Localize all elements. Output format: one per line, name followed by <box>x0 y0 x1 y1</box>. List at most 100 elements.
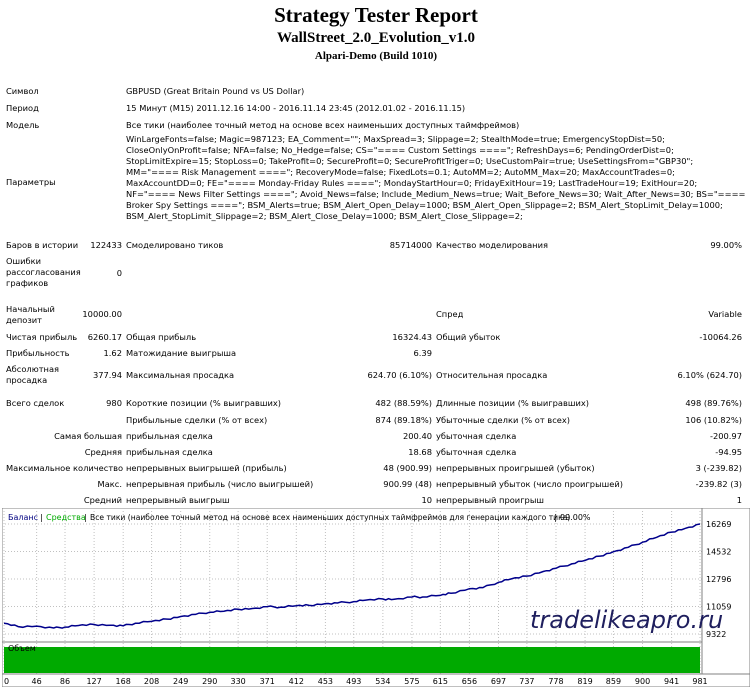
x-tick-label: 737 <box>519 677 534 686</box>
x-tick-label: 86 <box>60 677 70 686</box>
profit-trades-value: 874 (89.18%) <box>375 415 432 425</box>
params-value: WinLargeFonts=false; Magic=987123; EA_Co… <box>126 134 746 221</box>
average-loss-value: -94.95 <box>715 447 742 457</box>
legend-quality: 99.00% <box>560 513 591 522</box>
rel-drawdown-value: 6.10% (624.70) <box>677 370 743 380</box>
short-positions-value: 482 (88.59%) <box>375 398 432 408</box>
avg-cons-wins-label: непрерывный выигрыш <box>126 495 230 505</box>
max-cons-wins-value: 48 (900.99) <box>383 463 432 473</box>
y-tick-label: 16269 <box>706 520 731 529</box>
expected-payoff-label: Матожидание выигрыша <box>126 348 237 358</box>
largest-loss-value: -200.97 <box>709 431 742 441</box>
watermark: tradelikeapro.ru <box>530 606 723 634</box>
x-tick-label: 900 <box>635 677 650 686</box>
x-tick-label: 697 <box>491 677 506 686</box>
deposit-label: Начальный депозит <box>6 304 55 325</box>
x-tick-label: 371 <box>260 677 275 686</box>
balance-chart-svg: 16269 14532 12796 11059 9322 0 46 86 127 168 208 2… <box>1 507 751 687</box>
errors-label: Ошибки рассогласования графиков <box>6 256 81 288</box>
params-label: Параметры <box>6 177 56 187</box>
max-cons-loss-label: непрерывный убыток (число проигрышей) <box>436 479 623 489</box>
legend-equity: Средства <box>46 513 86 522</box>
y-tick-label: 14532 <box>706 548 731 557</box>
avg-cons-losses-value: 1 <box>736 495 742 505</box>
loss-trades-value: 106 (10.82%) <box>685 415 742 425</box>
max-cons-losses-value: 3 (-239.82) <box>695 463 742 473</box>
x-tick-label: 941 <box>664 677 679 686</box>
average-loss-label: убыточная сделка <box>436 447 517 457</box>
x-tick-label: 127 <box>86 677 101 686</box>
total-trades-value: 980 <box>106 398 122 408</box>
report-title: Strategy Tester Report <box>274 3 478 27</box>
rel-drawdown-label: Относительная просадка <box>436 370 548 380</box>
loss-trades-label: Убыточные сделки (% от всех) <box>436 415 571 425</box>
largest-label: Самая большая <box>54 431 122 441</box>
max-drawdown-label: Максимальная просадка <box>126 370 235 380</box>
x-tick-label: 453 <box>318 677 333 686</box>
y-axis: 16269 14532 12796 11059 9322 <box>706 520 731 639</box>
x-tick-label: 0 <box>4 677 9 686</box>
model-value: Все тики (наиболее точный метод на основ… <box>126 120 520 130</box>
gross-profit-label: Общая прибыль <box>126 332 197 342</box>
y-tick-label: 11059 <box>706 602 731 611</box>
x-tick-label: 412 <box>289 677 304 686</box>
profit-factor-label: Прибыльность <box>6 348 70 358</box>
spread-value: Variable <box>708 309 742 319</box>
legend-sep-2: | <box>84 513 87 522</box>
avg-cons-wins-value: 10 <box>421 495 432 505</box>
x-tick-label: 290 <box>202 677 217 686</box>
long-positions-label: Длинные позиции (% выигравших) <box>436 398 590 408</box>
x-tick-label: 778 <box>548 677 563 686</box>
gross-profit-value: 16324.43 <box>392 332 432 342</box>
deposit-value: 10000.00 <box>82 309 122 319</box>
volume-label: Объем <box>8 644 36 653</box>
x-tick-label: 249 <box>173 677 188 686</box>
x-tick-label: 330 <box>230 677 245 686</box>
ticks-label: Смоделировано тиков <box>126 240 224 250</box>
avg-label: Средний <box>83 495 122 505</box>
chart-grid <box>2 508 702 674</box>
average-label: Средняя <box>84 447 122 457</box>
x-tick-label: 981 <box>692 677 707 686</box>
gross-loss-value: -10064.26 <box>699 332 742 342</box>
max-count-label: Максимальное количество <box>6 463 124 473</box>
x-tick-label: 493 <box>346 677 361 686</box>
largest-profit-label: прибыльная сделка <box>126 431 213 441</box>
average-profit-label: прибыльная сделка <box>126 447 213 457</box>
profit-trades-label: Прибыльные сделки (% от всех) <box>126 415 268 425</box>
bars-label: Баров в истории <box>6 240 79 250</box>
volume-area <box>4 647 700 673</box>
x-tick-label: 819 <box>577 677 592 686</box>
symbol-value: GBPUSD (Great Britain Pound vs US Dollar… <box>126 86 305 96</box>
legend-balance: Баланс <box>8 513 38 522</box>
max-cons-losses-label: непрерывных проигрышей (убыток) <box>436 463 595 473</box>
x-tick-label: 656 <box>462 677 477 686</box>
model-label: Модель <box>6 120 40 130</box>
quality-value: 99.00% <box>710 240 742 250</box>
period-label: Период <box>6 103 39 113</box>
x-tick-label: 859 <box>606 677 621 686</box>
x-axis: 0 46 86 127 168 208 249 290 330 371 412 453 493 534 57… <box>4 677 708 686</box>
long-positions-value: 498 (89.76%) <box>685 398 742 408</box>
x-tick-label: 208 <box>144 677 159 686</box>
net-profit-label: Чистая прибыль <box>6 332 78 342</box>
ea-name: WallStreet_2.0_Evolution_v1.0 <box>276 30 476 46</box>
errors-value: 0 <box>116 268 122 278</box>
x-tick-label: 46 <box>32 677 42 686</box>
x-tick-label: 534 <box>375 677 390 686</box>
balance-line <box>3 523 701 629</box>
largest-loss-label: убыточная сделка <box>436 431 517 441</box>
y-tick-label: 9322 <box>706 630 726 639</box>
average-profit-value: 18.68 <box>408 447 432 457</box>
legend-description: Все тики (наиболее точный метод на основ… <box>90 513 570 522</box>
max-cons-wins-label: непрерывных выигрышей (прибыль) <box>126 463 287 473</box>
x-tick-label: 575 <box>404 677 419 686</box>
gross-loss-label: Общий убыток <box>436 332 501 342</box>
max-cons-profit-value: 900.99 (48) <box>383 479 432 489</box>
expected-payoff-value: 6.39 <box>413 348 432 358</box>
legend-sep-3: | <box>554 513 557 522</box>
short-positions-label: Короткие позиции (% выигравших) <box>126 398 281 408</box>
x-tick-label: 615 <box>433 677 448 686</box>
quality-label: Качество моделирования <box>436 240 548 250</box>
bars-value: 122433 <box>90 240 122 250</box>
